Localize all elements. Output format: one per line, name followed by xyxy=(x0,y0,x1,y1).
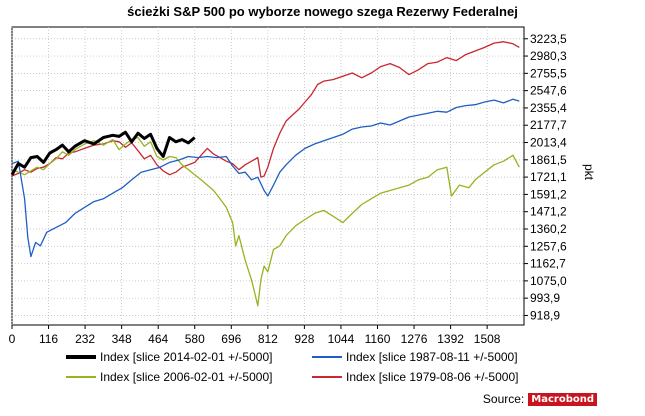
source-label: Source: xyxy=(482,392,525,406)
y-axis-label: pkt xyxy=(582,164,596,181)
legend-label-2014: Index [slice 2014-02-01 +/-5000] xyxy=(100,350,273,364)
legend-label-1987: Index [slice 1987-08-11 +/-5000] xyxy=(346,350,518,364)
source-attribution: Source: Macrobond xyxy=(483,392,597,406)
plot-area xyxy=(11,26,525,326)
y-tick-label: 2013,4 xyxy=(530,136,567,150)
series-line-3 xyxy=(11,41,520,178)
x-tick-label: 1044 xyxy=(328,332,355,346)
y-tick-labels: 918,9 993,9 1075,0 1162,7 1257,6 1360,2 1471,2… xyxy=(524,32,567,322)
y-tick-label: 1591,2 xyxy=(530,187,567,201)
legend-swatch-2014 xyxy=(66,355,96,359)
x-tick-label: 928 xyxy=(294,332,314,346)
x-tick-label: 0 xyxy=(9,332,16,346)
y-tick-label: 1861,5 xyxy=(530,153,567,167)
legend-label-1979: Index [slice 1979-08-06 +/-5000] xyxy=(346,370,519,384)
y-tick-label: 918,9 xyxy=(530,308,560,322)
x-tick-label: 116 xyxy=(39,332,58,346)
x-tick-label: 580 xyxy=(185,332,205,346)
legend-label-2006: Index [slice 2006-02-01 +/-5000] xyxy=(100,370,273,384)
x-tick-label: 464 xyxy=(148,332,168,346)
macrobond-logo: Macrobond xyxy=(528,392,597,406)
legend-swatch-1979 xyxy=(312,376,342,378)
grid xyxy=(11,27,524,325)
y-tick-label: 1721,1 xyxy=(530,170,567,184)
chart-title: ścieżki S&P 500 po wyborze nowego szega … xyxy=(127,4,518,19)
series-line-1 xyxy=(11,98,520,258)
y-tick-label: 2755,5 xyxy=(530,66,567,80)
y-tick-label: 2547,6 xyxy=(530,84,567,98)
legend-swatch-2006 xyxy=(66,376,96,378)
legend-swatch-1987 xyxy=(312,356,342,358)
y-tick-label: 1257,6 xyxy=(530,239,567,253)
x-tick-label: 1508 xyxy=(474,332,501,346)
x-tick-label: 1160 xyxy=(365,332,391,346)
y-tick-label: 1471,2 xyxy=(530,205,567,219)
x-tick-label: 1392 xyxy=(437,332,464,346)
legend-item-1987: Index [slice 1987-08-11 +/-5000] xyxy=(312,350,518,364)
legend-item-1979: Index [slice 1979-08-06 +/-5000] xyxy=(312,370,518,384)
y-tick-label: 2177,7 xyxy=(530,118,567,132)
legend-item-2014: Index [slice 2014-02-01 +/-5000] xyxy=(66,350,272,364)
x-tick-label: 812 xyxy=(258,332,278,346)
y-tick-label: 1360,2 xyxy=(530,222,567,236)
x-tick-label: 696 xyxy=(221,332,241,346)
y-tick-label: 2980,3 xyxy=(530,49,567,63)
y-tick-label: 1075,0 xyxy=(530,274,567,288)
x-tick-label: 232 xyxy=(75,332,95,346)
series-line-0 xyxy=(10,130,196,176)
y-tick-label: 993,9 xyxy=(530,291,560,305)
y-tick-label: 3223,5 xyxy=(530,32,567,46)
x-tick-label: 348 xyxy=(112,332,132,346)
x-tick-labels: 0 116 232 348 464 580 696 812 928 1044 1160 1276 139… xyxy=(9,325,501,346)
x-tick-label: 1276 xyxy=(401,332,428,346)
series-line-2 xyxy=(11,136,520,307)
y-tick-label: 1162,7 xyxy=(530,257,566,271)
series-group xyxy=(10,41,520,307)
y-tick-label: 2355,4 xyxy=(530,101,567,115)
legend-item-2006: Index [slice 2006-02-01 +/-5000] xyxy=(66,370,272,384)
